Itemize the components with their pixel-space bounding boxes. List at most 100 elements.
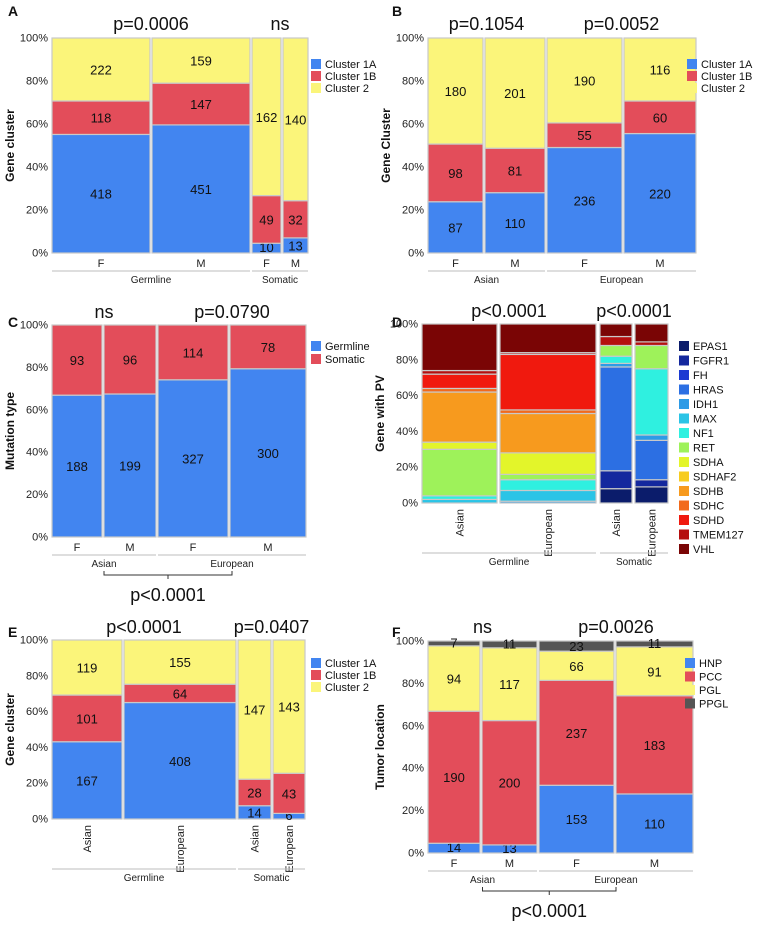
y-axis-label: Gene with PV (373, 375, 387, 452)
legend-swatch (679, 442, 689, 453)
data-label: 60 (653, 110, 667, 125)
legend-swatch (679, 384, 689, 395)
y-tick-label: 100% (20, 320, 48, 332)
y-tick-label: 20% (26, 205, 48, 217)
y-tick-label: 100% (20, 635, 48, 647)
bar-segment-cluster-1b (51, 694, 123, 743)
data-label: 96 (123, 352, 137, 367)
comparison-bracket (103, 571, 233, 576)
legend-swatch (679, 500, 689, 511)
data-label: 23 (569, 639, 583, 654)
bar-segment-somatic (229, 324, 307, 370)
y-axis-label: Tumor location (373, 704, 387, 790)
bottom-p-value: p<0.0001 (130, 585, 206, 605)
bar-segment-fgfr1 (634, 479, 669, 488)
legend-swatch (679, 370, 689, 380)
legend-swatch (679, 355, 689, 366)
legend-label: Somatic (325, 354, 365, 366)
bar-segment-germline (103, 393, 157, 538)
data-label: 140 (285, 112, 307, 127)
legend-label: SDHAF2 (693, 472, 736, 484)
bar-segment-ppgl (615, 640, 694, 648)
data-label: 11 (648, 636, 662, 651)
y-tick-label: 60% (402, 119, 424, 131)
data-label: 162 (256, 110, 278, 125)
y-tick-label: 40% (402, 162, 424, 174)
bar-segment-cluster-1b (623, 100, 697, 135)
y-tick-label: 0% (32, 248, 48, 260)
legend-label: PPGL (699, 699, 728, 711)
panel-letter: C (8, 314, 18, 330)
bar-segment-cluster-1b (427, 143, 484, 203)
bar-segment-cluster-2 (151, 37, 251, 84)
bar-segment-pgl (481, 647, 538, 722)
x-tick-label: F (573, 858, 580, 870)
x-tick-label: F (98, 258, 105, 270)
bar-segment-ret (421, 448, 498, 497)
legend-label: TMEM127 (693, 530, 744, 542)
data-label: 78 (261, 340, 275, 355)
data-label: 190 (574, 73, 596, 88)
legend-swatch (687, 71, 697, 81)
bar-segment-sdhd (421, 373, 498, 390)
x-tick-label: Asian (82, 825, 94, 853)
data-label: 222 (90, 62, 112, 77)
bar-segment-cluster-2 (123, 639, 237, 685)
legend-swatch (687, 83, 697, 93)
bar-segment-cluster-1b (546, 122, 623, 149)
group-label: Germline (124, 873, 165, 884)
bar-segment-hras (599, 366, 633, 472)
group-label: Asian (470, 875, 495, 886)
x-tick-label: European (284, 825, 296, 873)
data-label: 11 (503, 636, 517, 651)
p-value-label: p=0.0790 (194, 302, 270, 322)
y-axis-label: Gene cluster (3, 693, 17, 766)
bar-segment-fgfr1 (599, 470, 633, 490)
legend-label: VHL (693, 544, 714, 556)
data-label: 91 (647, 664, 661, 679)
legend-label: Germline (325, 341, 370, 353)
data-label: 147 (190, 97, 212, 112)
legend-swatch (679, 428, 689, 438)
legend-label: HRAS (693, 385, 724, 397)
legend-swatch (311, 83, 321, 93)
bar-segment-ret (499, 473, 597, 481)
legend-swatch (687, 59, 697, 69)
comparison-bracket (482, 887, 617, 892)
p-value-label: p<0.0001 (596, 301, 672, 321)
bar-segment-sdha (499, 452, 597, 475)
bar-segment-pcc (427, 710, 481, 844)
data-label: 55 (577, 128, 591, 143)
bar-segment-cluster-2 (282, 37, 309, 202)
bar-segment-ppgl (427, 640, 481, 647)
bar-segment-sdhb (499, 412, 597, 454)
bar-segment-cluster-2 (237, 639, 272, 780)
data-label: 116 (650, 62, 671, 77)
bar-segment-cluster-1b (272, 772, 306, 815)
data-label: 101 (76, 711, 98, 726)
data-label: 118 (91, 111, 112, 126)
y-tick-label: 0% (408, 848, 424, 860)
legend-swatch (311, 354, 321, 364)
y-tick-label: 60% (26, 404, 48, 416)
y-tick-label: 40% (26, 162, 48, 174)
bar-segment-ret (599, 344, 633, 357)
panel-letter: E (8, 624, 17, 640)
y-tick-label: 60% (396, 390, 418, 402)
bar-segment-idh1 (634, 434, 669, 441)
y-tick-label: 40% (26, 447, 48, 459)
bar-segment-cluster-1b (237, 778, 272, 807)
x-tick-label: F (74, 542, 81, 554)
bar-segment-cluster-2 (427, 37, 484, 145)
legend-swatch (311, 71, 321, 81)
legend-swatch (679, 471, 689, 482)
bar-segment-cluster-1b (484, 147, 546, 194)
p-value-label: p=0.0006 (113, 14, 189, 34)
bar-segment-pcc (615, 695, 694, 795)
y-tick-label: 100% (396, 33, 424, 45)
p-value-label: p=0.0026 (578, 617, 654, 637)
data-label: 200 (499, 776, 521, 791)
group-label: Somatic (616, 557, 652, 568)
x-tick-label: M (510, 258, 519, 270)
y-tick-label: 60% (402, 720, 424, 732)
